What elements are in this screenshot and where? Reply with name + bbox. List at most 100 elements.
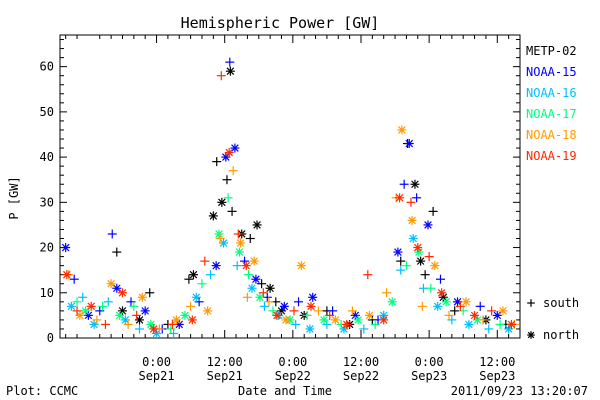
south-point xyxy=(302,310,312,320)
point-stroke xyxy=(112,284,121,293)
south-point xyxy=(200,256,210,266)
point-stroke xyxy=(408,216,416,225)
x-tick-date: Sep21 xyxy=(138,369,174,383)
y-axis-label: P [GW] xyxy=(7,176,21,219)
south-point xyxy=(145,288,155,298)
south-point xyxy=(444,310,454,320)
point-stroke xyxy=(84,311,93,320)
point-stroke xyxy=(107,279,115,288)
point-stroke xyxy=(181,311,189,320)
point-stroke xyxy=(226,67,235,75)
x-tick-date: Sep22 xyxy=(343,369,379,383)
point-stroke xyxy=(282,316,290,324)
south-point xyxy=(167,319,177,329)
north-point xyxy=(441,297,451,307)
north-point xyxy=(319,315,329,325)
south-point xyxy=(103,297,113,307)
north-point xyxy=(430,261,440,271)
point-stroke xyxy=(437,288,446,297)
point-stroke xyxy=(256,293,264,302)
south-point xyxy=(399,179,409,189)
point-stroke xyxy=(442,298,450,306)
data-points xyxy=(61,57,519,338)
x-tick-date: Sep21 xyxy=(207,369,243,383)
south-point xyxy=(169,328,179,338)
point-stroke xyxy=(215,230,223,238)
x-tick-time: 0:00 xyxy=(415,355,444,369)
point-stroke xyxy=(172,316,181,324)
south-point xyxy=(245,234,255,244)
point-stroke xyxy=(135,316,144,324)
point-stroke xyxy=(218,198,226,207)
south-point xyxy=(258,288,268,298)
point-stroke xyxy=(138,293,147,302)
south-point xyxy=(417,301,427,311)
point-stroke xyxy=(351,311,360,320)
x-tick-date: Sep23 xyxy=(479,369,515,383)
point-stroke xyxy=(189,270,198,279)
south-point xyxy=(458,306,468,316)
point-stroke xyxy=(63,270,71,279)
south-point xyxy=(475,301,485,311)
north-point xyxy=(353,315,363,325)
south-point xyxy=(107,229,117,239)
north-point xyxy=(211,261,221,271)
legend-item: NOAA-16 xyxy=(526,86,577,100)
south-point xyxy=(112,247,122,257)
north-point xyxy=(395,193,405,203)
point-stroke xyxy=(424,221,432,229)
south-point xyxy=(129,301,139,311)
point-stroke xyxy=(473,316,482,324)
south-point xyxy=(401,261,411,271)
south-point xyxy=(406,197,416,207)
point-stroke xyxy=(499,307,507,315)
point-stroke xyxy=(81,307,90,315)
north-point xyxy=(117,288,127,298)
north-point xyxy=(214,229,224,239)
point-stroke xyxy=(411,180,419,189)
south-point xyxy=(184,274,194,284)
south-point xyxy=(228,166,238,176)
south-point xyxy=(424,252,434,262)
point-stroke xyxy=(222,153,230,161)
hemisphere-legend: south north xyxy=(527,296,579,342)
south-point xyxy=(428,206,438,216)
north-point xyxy=(279,301,289,311)
point-stroke xyxy=(248,284,256,293)
south-point xyxy=(268,306,278,316)
north-point xyxy=(413,243,423,253)
north-point xyxy=(306,301,316,311)
point-stroke xyxy=(354,316,362,324)
south-point xyxy=(194,297,204,307)
south-point xyxy=(126,297,136,307)
point-stroke xyxy=(192,293,201,302)
legend-item: NOAA-17 xyxy=(526,107,577,121)
point-stroke xyxy=(431,261,439,270)
point-stroke xyxy=(331,316,340,324)
north-point xyxy=(464,319,474,329)
south-point xyxy=(225,57,235,67)
axes: 01020304050600:00Sep2112:00Sep210:00Sep2… xyxy=(40,35,520,383)
north-point xyxy=(208,211,218,221)
north-point xyxy=(433,301,443,311)
south-point xyxy=(72,297,82,307)
south-point xyxy=(166,324,176,334)
point-stroke xyxy=(297,261,306,270)
south-point xyxy=(455,301,465,311)
north-point xyxy=(241,261,251,271)
south-point xyxy=(484,324,494,334)
south-point xyxy=(223,193,233,203)
point-stroke xyxy=(465,320,473,329)
south-point xyxy=(478,315,488,325)
north-point xyxy=(249,256,259,266)
north-point xyxy=(180,310,190,320)
point-stroke xyxy=(307,302,315,311)
north-point xyxy=(470,310,480,320)
point-stroke xyxy=(149,325,158,333)
north-point xyxy=(221,152,231,162)
south-point xyxy=(98,301,108,311)
point-stroke xyxy=(493,311,502,320)
north-point xyxy=(252,220,262,230)
y-tick-label: 40 xyxy=(40,150,54,164)
